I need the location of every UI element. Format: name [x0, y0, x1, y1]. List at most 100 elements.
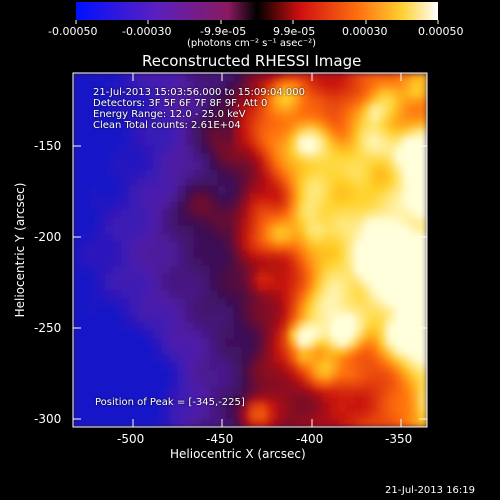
image-pixel	[193, 201, 203, 211]
image-pixel	[153, 258, 163, 267]
image-pixel	[266, 258, 275, 267]
image-pixel	[338, 274, 348, 283]
image-pixel	[121, 217, 130, 227]
image-pixel	[161, 274, 171, 283]
image-pixel	[410, 81, 420, 90]
image-pixel	[241, 73, 251, 82]
image-pixel	[314, 378, 324, 388]
image-pixel	[201, 73, 211, 82]
image-pixel	[394, 169, 404, 179]
image-pixel	[250, 306, 259, 315]
image-pixel	[177, 402, 187, 412]
image-pixel	[362, 81, 372, 90]
image-pixel	[410, 217, 420, 227]
image-pixel	[161, 362, 171, 372]
image-pixel	[354, 201, 364, 211]
image-pixel	[298, 89, 307, 98]
image-pixel	[266, 402, 275, 412]
image-pixel	[121, 161, 130, 171]
image-pixel	[370, 410, 380, 420]
image-pixel	[394, 73, 404, 82]
image-pixel	[410, 225, 420, 235]
image-pixel	[402, 217, 412, 227]
image-pixel	[217, 97, 227, 106]
image-pixel	[306, 129, 315, 138]
colorbar	[76, 2, 438, 20]
image-pixel	[81, 105, 90, 114]
image-pixel	[97, 161, 106, 171]
image-pixel	[145, 282, 155, 291]
image-pixel	[250, 274, 259, 283]
image-pixel	[169, 241, 179, 251]
image-pixel	[290, 121, 299, 130]
image-pixel	[282, 209, 291, 219]
image-pixel	[290, 89, 299, 98]
image-pixel	[418, 290, 427, 299]
image-pixel	[258, 402, 267, 412]
image-pixel	[362, 169, 372, 179]
image-pixel	[113, 89, 122, 98]
image-pixel	[298, 266, 307, 275]
image-pixel	[209, 298, 219, 307]
image-pixel	[418, 394, 427, 404]
image-pixel	[201, 81, 211, 90]
image-pixel	[177, 306, 187, 315]
image-pixel	[298, 354, 307, 364]
image-pixel	[153, 322, 163, 332]
image-pixel	[201, 185, 211, 195]
image-pixel	[145, 137, 155, 147]
image-pixel	[290, 378, 299, 388]
image-pixel	[306, 306, 315, 315]
image-pixel	[137, 410, 147, 420]
image-pixel	[314, 322, 324, 332]
image-pixel	[209, 330, 219, 340]
image-pixel	[290, 201, 299, 211]
image-pixel	[266, 209, 275, 219]
image-pixel	[137, 129, 147, 138]
image-pixel	[250, 89, 259, 98]
image-pixel	[354, 346, 364, 356]
image-pixel	[193, 378, 203, 388]
image-pixel	[97, 338, 106, 348]
image-pixel	[81, 250, 90, 259]
image-pixel	[169, 290, 179, 299]
image-pixel	[185, 145, 195, 155]
image-pixel	[282, 282, 291, 291]
image-pixel	[169, 137, 179, 147]
image-pixel	[225, 185, 235, 195]
image-pixel	[394, 290, 404, 299]
image-pixel	[185, 410, 195, 420]
image-pixel	[169, 402, 179, 412]
image-pixel	[354, 137, 364, 147]
image-pixel	[282, 394, 291, 404]
image-pixel	[185, 169, 195, 179]
image-pixel	[370, 362, 380, 372]
image-pixel	[137, 306, 147, 315]
image-pixel	[233, 193, 243, 203]
image-pixel	[338, 137, 348, 147]
image-pixel	[177, 354, 187, 364]
image-pixel	[193, 410, 203, 420]
image-pixel	[298, 73, 307, 82]
image-pixel	[73, 161, 82, 171]
image-pixel	[250, 129, 259, 138]
image-pixel	[338, 402, 348, 412]
image-pixel	[298, 177, 307, 187]
image-pixel	[241, 81, 251, 90]
image-pixel	[370, 217, 380, 227]
image-pixel	[89, 217, 98, 227]
image-pixel	[73, 370, 82, 380]
image-pixel	[402, 121, 412, 130]
image-pixel	[241, 386, 251, 396]
image-pixel	[241, 370, 251, 380]
image-pixel	[418, 89, 427, 98]
image-pixel	[233, 201, 243, 211]
image-pixel	[410, 274, 420, 283]
image-pixel	[113, 386, 122, 396]
image-pixel	[258, 193, 267, 203]
image-pixel	[209, 250, 219, 259]
image-pixel	[153, 209, 163, 219]
image-pixel	[250, 370, 259, 380]
image-pixel	[338, 362, 348, 372]
image-pixel	[209, 354, 219, 364]
